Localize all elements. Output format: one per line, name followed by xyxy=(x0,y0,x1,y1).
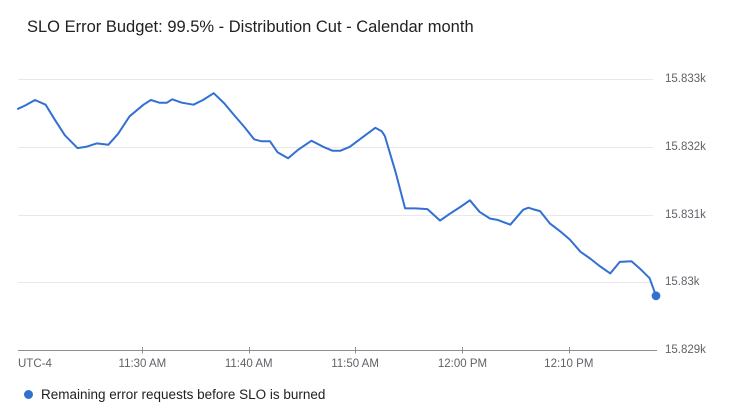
y-axis-tick-label: 15.829k xyxy=(665,344,706,356)
series-endpoint-dot xyxy=(651,291,661,301)
legend: Remaining error requests before SLO is b… xyxy=(24,386,325,403)
series-line xyxy=(17,92,657,297)
x-axis-tick-label: 11:30 AM xyxy=(118,358,167,370)
x-axis-tick-label: 11:50 AM xyxy=(331,358,379,370)
chart-title: SLO Error Budget: 99.5% - Distribution C… xyxy=(27,18,474,36)
legend-series-marker-icon xyxy=(24,390,33,399)
legend-series-label: Remaining error requests before SLO is b… xyxy=(41,387,326,402)
y-axis-tick-label: 15.83k xyxy=(665,276,700,289)
y-axis-tick-label: 15.832k xyxy=(665,140,706,153)
x-axis-timezone-label: UTC-4 xyxy=(18,358,52,370)
y-axis-tick-label: 15.831k xyxy=(665,208,706,221)
x-axis-tick-label: 12:10 PM xyxy=(544,358,594,370)
x-axis-tick-label: 12:00 PM xyxy=(437,358,488,370)
y-axis-tick-label: 15.833k xyxy=(665,73,706,85)
x-axis-tick-label: 11:40 AM xyxy=(224,358,273,370)
